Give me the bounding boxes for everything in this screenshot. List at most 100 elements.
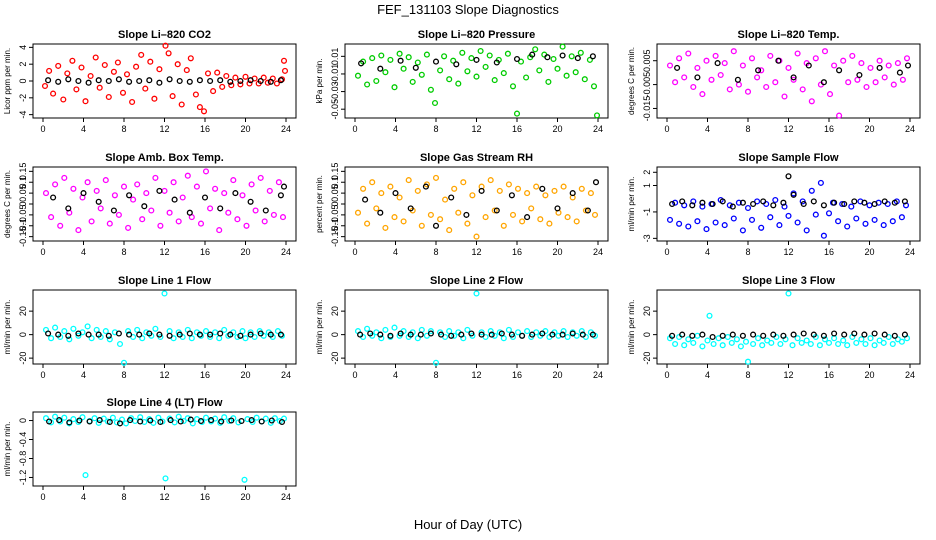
data-point — [478, 329, 485, 336]
data-point — [382, 69, 389, 76]
panel-title: Slope Line 4 (LT) Flow — [107, 397, 223, 409]
data-point — [221, 190, 228, 197]
data-point — [881, 198, 888, 205]
data-point — [776, 222, 783, 229]
data-point — [197, 417, 205, 425]
data-point — [364, 325, 371, 332]
y-tick-label: 0.15 — [330, 163, 340, 181]
data-point — [690, 198, 697, 205]
x-tick-label: 20 — [240, 370, 250, 380]
data-point — [582, 207, 589, 214]
data-point — [458, 331, 465, 338]
data-point — [218, 418, 225, 425]
data-point — [724, 333, 731, 341]
data-point — [364, 220, 371, 227]
x-tick-label: 20 — [552, 370, 562, 380]
data-point — [432, 174, 440, 181]
data-point — [139, 216, 146, 223]
data-point — [464, 220, 471, 227]
data-point — [232, 74, 239, 81]
data-point — [559, 43, 566, 50]
data-point — [95, 198, 102, 205]
data-point — [721, 222, 728, 229]
panel-title: Slope Amb. Box Temp. — [105, 152, 224, 164]
data-point — [767, 52, 774, 59]
x-tick-label: 24 — [905, 124, 915, 134]
data-point — [500, 222, 507, 229]
y-tick-label: 0 — [18, 332, 28, 337]
data-point — [871, 342, 878, 349]
data-point — [871, 216, 878, 223]
data-point — [141, 203, 148, 210]
y-axis-label: ml/min per min. — [315, 300, 324, 355]
data-point — [772, 196, 779, 204]
data-point — [61, 174, 68, 181]
data-point — [84, 179, 91, 186]
y-tick-label: 4 — [18, 45, 28, 50]
data-point — [247, 198, 254, 205]
data-point — [64, 70, 71, 77]
data-point — [264, 79, 271, 86]
data-point — [839, 200, 846, 208]
data-point — [559, 331, 566, 338]
data-point — [790, 76, 797, 83]
data-point — [165, 50, 172, 57]
y-tick-label: 1 — [642, 183, 652, 188]
data-point — [744, 358, 752, 365]
data-point — [482, 63, 489, 70]
data-point — [714, 60, 721, 67]
data-point — [473, 73, 480, 80]
data-point — [867, 64, 874, 71]
data-point — [427, 328, 434, 335]
data-point — [95, 419, 102, 426]
data-point — [78, 64, 85, 71]
data-point — [514, 329, 522, 336]
data-point — [831, 62, 838, 69]
data-point — [676, 220, 683, 227]
data-point — [110, 68, 117, 75]
data-point — [509, 83, 517, 90]
data-point — [706, 312, 713, 319]
data-point — [392, 190, 399, 197]
data-point — [57, 222, 64, 229]
data-point — [170, 179, 177, 186]
data-point — [841, 331, 848, 338]
data-point — [831, 199, 838, 206]
data-point — [803, 337, 810, 344]
data-point — [840, 57, 847, 64]
data-point — [396, 50, 403, 57]
x-tick-label: 12 — [471, 247, 481, 257]
data-point — [207, 205, 214, 212]
data-point — [564, 214, 571, 221]
data-point — [217, 205, 224, 212]
data-point — [247, 331, 254, 338]
x-tick-label: 12 — [471, 124, 481, 134]
data-point — [825, 210, 833, 217]
data-point — [790, 331, 797, 338]
y-tick-label: -4 — [18, 111, 28, 119]
data-point — [881, 74, 888, 81]
y-axis-label: kPa per min. — [315, 59, 324, 104]
data-point — [524, 190, 531, 197]
data-point — [422, 183, 429, 190]
data-point — [889, 218, 896, 225]
y-axis-label: ml/min per min. — [3, 422, 12, 477]
data-point — [130, 196, 137, 203]
data-point — [373, 205, 380, 212]
data-point — [685, 50, 692, 57]
y-tick-label: 0 — [642, 332, 652, 337]
data-point — [418, 71, 425, 78]
data-point — [679, 331, 686, 338]
data-point — [116, 420, 124, 427]
plot-frame — [344, 43, 609, 119]
data-point — [840, 337, 847, 344]
y-axis-label: degrees C per min. — [3, 170, 12, 238]
data-point — [414, 187, 421, 194]
data-point — [120, 359, 128, 366]
data-point — [377, 65, 384, 72]
data-point — [712, 52, 719, 59]
data-point — [232, 190, 239, 197]
data-point — [858, 336, 865, 343]
data-point — [500, 70, 507, 77]
x-tick-label: 16 — [200, 370, 210, 380]
